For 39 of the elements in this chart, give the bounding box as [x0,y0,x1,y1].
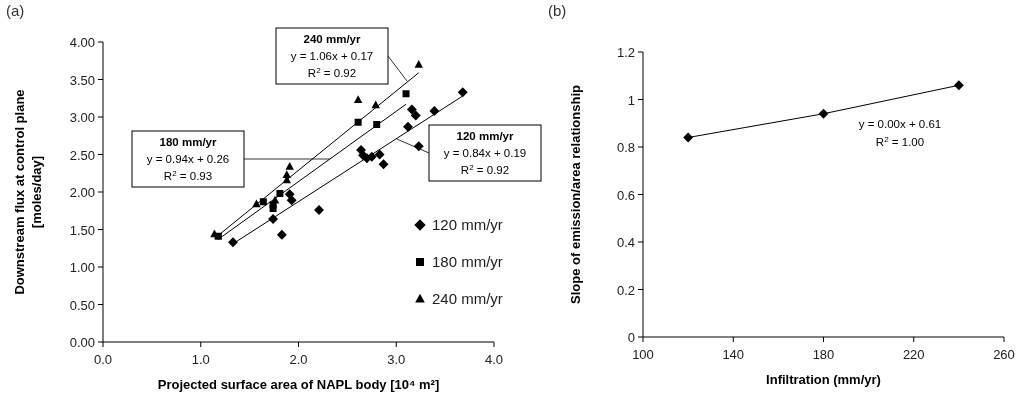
legend-label: 120 mm/yr [432,216,503,233]
x-tick-label: 3.0 [387,352,406,367]
x-tick-label: 1.0 [191,352,210,367]
y-axis-title: Slope of emission/area relationship [568,85,583,304]
x-tick-label: 100 [632,347,654,362]
x-tick-label: 2.0 [289,352,308,367]
y-tick-label: 4.00 [69,35,95,50]
x-axis-title: Infiltration (mm/yr) [766,372,881,387]
y-tick-label: 2.00 [69,185,95,200]
y-tick-label: 0.2 [616,282,635,298]
annotation: y = 0.00x + 0.61 R$^{2}$ = 1.00 [858,118,942,148]
x-tick-label: 4.0 [484,352,504,367]
y-tick-label: 1.50 [69,222,95,238]
y-tick-label: 0.8 [616,140,635,155]
chart-title: (a) [6,2,25,19]
y-axis-title: Downstream flux at control plane [moles/day] [12,89,44,295]
x-tick-label: 180 [812,347,835,362]
y-tick-label: 0.50 [69,297,95,313]
y-tick-label: 3.50 [69,72,95,88]
x-axis-title: Projected surface area of NAPL body [10⁴ m²] [157,377,440,392]
annotation: 120 mm/yr y = 0.84x + 0.19 R$^{2}$ = 0.92 [443,130,527,176]
annotation: 240 mm/yr y = 1.06x + 0.17 R$^{2}$ = 0.92 [290,33,374,79]
y-tick-label: 1.2 [616,45,635,60]
y-tick-label: 0.4 [616,235,635,250]
legend-label: 180 mm/yr [432,253,503,270]
y-tick-label: 3.00 [69,110,95,125]
y-tick-label: 2.50 [69,147,95,163]
y-tick-label: 1 [627,92,635,108]
x-tick-label: 0.0 [93,352,113,367]
chart-title: (b) [548,2,567,19]
x-tick-label: 260 [993,347,1015,362]
y-tick-label: 0.6 [616,187,635,203]
legend-label: 240 mm/yr [432,290,503,307]
y-tick-label: 0.00 [69,335,95,350]
x-tick-label: 220 [902,347,925,362]
y-tick-label: 1.00 [69,260,95,275]
y-tick-label: 0 [627,330,635,345]
x-tick-label: 140 [722,347,745,362]
annotation: 180 mm/yr y = 0.94x + 0.26 R$^{2}$ = 0.93 [146,136,230,182]
